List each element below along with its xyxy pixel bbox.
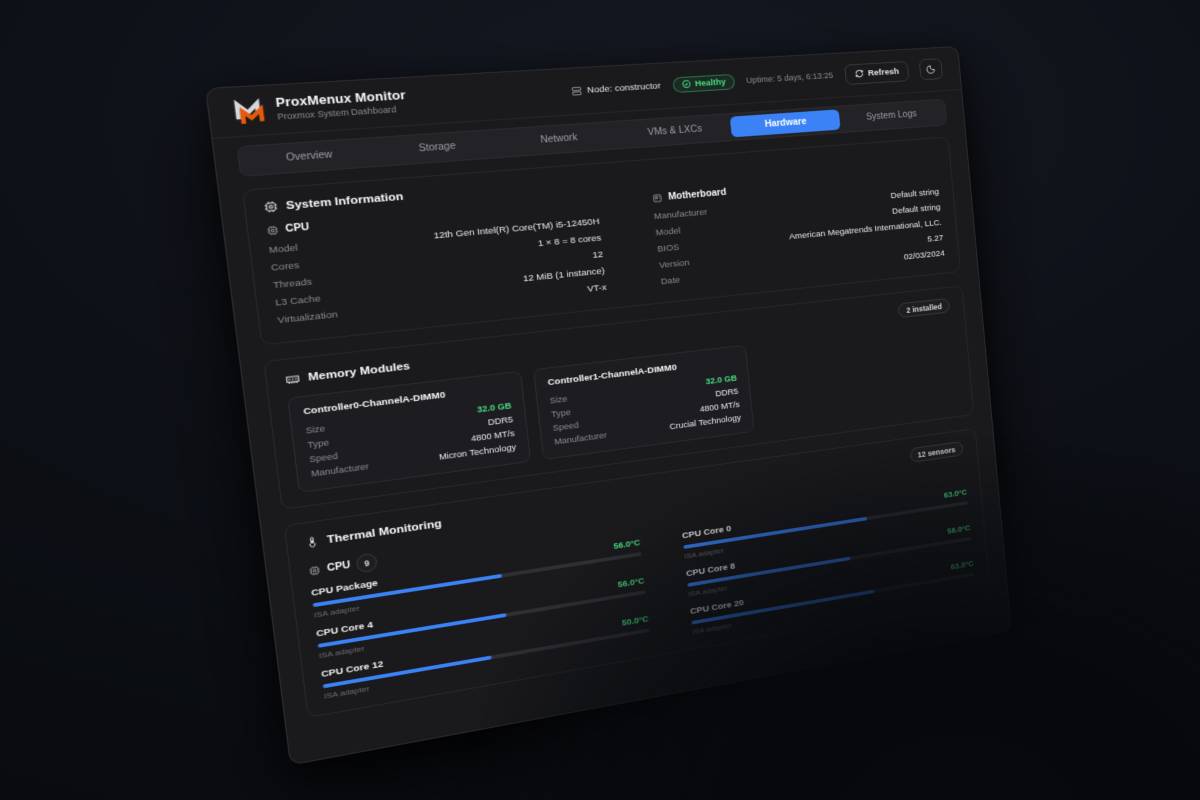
sensor-temp: 56.0°C: [946, 523, 971, 536]
sensor-temp: 56.0°C: [617, 576, 645, 590]
cpu-icon: [308, 565, 321, 577]
main-content: System Information CPU: [219, 133, 1009, 740]
tab-network[interactable]: Network: [540, 132, 578, 146]
brand: ProxMenux Monitor Proxmox System Dashboa…: [230, 87, 407, 127]
uptime-label: Uptime: 5 days, 6:13:25: [745, 70, 834, 85]
motherboard-icon: [652, 193, 664, 204]
brand-text: ProxMenux Monitor Proxmox System Dashboa…: [275, 88, 408, 121]
sensor-temp: 50.0°C: [621, 614, 649, 628]
motherboard-title: Motherboard: [667, 187, 727, 203]
thermometer-icon: [304, 535, 320, 549]
empty-module-slot: [757, 321, 959, 430]
proxmenux-logo: [230, 95, 268, 127]
section-title: Memory Modules: [307, 360, 411, 384]
dashboard-window: ProxMenux Monitor Proxmox System Dashboa…: [205, 46, 1012, 766]
cpu-column: CPU Model 12th Gen Intel(R) Core(TM) i5-1…: [266, 196, 608, 329]
moon-icon: [925, 64, 936, 75]
tab-system-logs[interactable]: System Logs: [865, 109, 918, 123]
node-label: Node: constructor: [586, 80, 662, 96]
sensor-temp: 63.0°C: [943, 487, 968, 500]
motherboard-column: Motherboard Manufacturer Default string M…: [651, 168, 945, 289]
check-circle-icon: [681, 79, 691, 89]
memory-icon: [284, 371, 301, 386]
cpu-title: CPU: [284, 222, 310, 235]
refresh-label: Refresh: [867, 66, 900, 78]
refresh-icon: [854, 69, 864, 78]
thermal-group-count-badge: 9: [355, 552, 379, 574]
installed-count-badge: 2 installed: [897, 297, 951, 319]
memory-module-card-1: Controller1-ChannelA-DIMM0 Size 32.0 GB T…: [532, 344, 755, 461]
tab-vms-lxcs[interactable]: VMs & LXCs: [647, 124, 703, 138]
health-label: Healthy: [694, 77, 727, 89]
sensor-temp: 63.0°C: [950, 559, 975, 572]
thermal-group-label: CPU: [326, 560, 351, 575]
tab-overview[interactable]: Overview: [285, 149, 334, 164]
sensor-temp: 56.0°C: [612, 537, 641, 551]
memory-module-card-0: Controller0-ChannelA-DIMM0 Size 32.0 GB T…: [287, 370, 532, 493]
tab-storage[interactable]: Storage: [418, 141, 457, 155]
section-title: System Information: [285, 190, 404, 212]
theme-toggle-button[interactable]: [918, 58, 944, 81]
section-title: Thermal Monitoring: [326, 517, 443, 546]
chip-icon: [263, 200, 279, 214]
sensor-count-badge: 12 sensors: [909, 440, 964, 463]
refresh-button[interactable]: Refresh: [843, 60, 910, 85]
server-icon: [571, 85, 583, 96]
node-indicator: Node: constructor: [571, 81, 661, 97]
tab-hardware[interactable]: Hardware: [730, 109, 841, 138]
health-badge: Healthy: [672, 73, 735, 93]
cpu-icon: [266, 225, 280, 237]
